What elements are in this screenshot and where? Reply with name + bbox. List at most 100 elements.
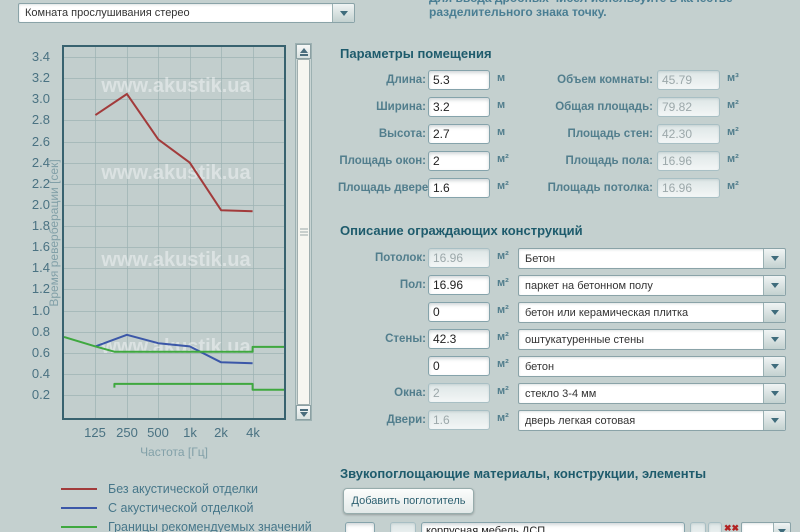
windows-material-select[interactable]: стекло 3-4 мм	[518, 383, 786, 404]
width-unit: м	[497, 99, 506, 111]
ceiling-area-label: Площадь потолка:	[547, 182, 653, 194]
scroll-down-icon	[299, 411, 308, 417]
room-type-select[interactable]: Комната прослушивания стерео	[18, 3, 355, 23]
windows-material-chevron-icon[interactable]	[763, 384, 785, 403]
floor-area-input	[657, 151, 720, 171]
chevron-down-icon[interactable]	[332, 4, 354, 22]
absorber-qty-input[interactable]	[345, 522, 375, 532]
y-axis-tick: 2.6	[31, 134, 50, 149]
ceiling-material-chevron-icon[interactable]	[763, 249, 785, 268]
floor-input[interactable]	[428, 275, 490, 295]
legend-label: С акустической отделкой	[108, 500, 254, 515]
floor-unit: м²	[497, 277, 509, 289]
doors-material-value: дверь легкая сотовая	[525, 414, 636, 427]
floor-extra-input[interactable]	[428, 302, 490, 322]
doors-input	[428, 410, 490, 430]
floor-extra-material-value: бетон или керамическая плитка	[525, 306, 689, 319]
y-axis-tick: 2.4	[31, 155, 50, 170]
floor-extra-material-chevron-icon[interactable]	[763, 303, 785, 322]
note-line-1: Для ввода дробных чисел используйте в ка…	[429, 0, 733, 5]
floor-extra-material-chevron-glyph	[770, 310, 779, 315]
series-line-2	[63, 335, 284, 353]
doors-material-select[interactable]: дверь легкая сотовая	[518, 410, 786, 431]
doors-unit: м²	[497, 412, 509, 424]
floor-material-select[interactable]: паркет на бетонном полу	[518, 275, 786, 296]
walls-extra-unit: м²	[497, 358, 509, 370]
windows-material-value: стекло 3-4 мм	[525, 387, 597, 400]
absorber-unit-chevron-icon[interactable]	[773, 523, 790, 532]
legend-item: Без акустической отделки	[61, 481, 312, 496]
walls-material-chevron-glyph	[770, 337, 779, 342]
total-area-label: Общая площадь:	[555, 101, 653, 113]
scroll-up-button[interactable]	[296, 44, 311, 59]
doors-material-chevron-icon[interactable]	[763, 411, 785, 430]
absorber-unit-select[interactable]	[741, 522, 791, 532]
watermark-text: www.akustik.ua	[100, 75, 251, 97]
add-absorber-button[interactable]: Добавить поглотитель	[343, 488, 474, 514]
scroll-down-button[interactable]	[296, 405, 311, 420]
watermark-text: www.akustik.ua	[100, 162, 251, 184]
doors-material-chevron-glyph	[770, 418, 779, 423]
series-line-0	[94, 93, 253, 213]
legend-label: Без акустической отделки	[108, 481, 259, 496]
floor-extra-material-select[interactable]: бетон или керамическая плитка	[518, 302, 786, 323]
doors-area-unit: м²	[497, 180, 509, 192]
walls-area-unit: м²	[727, 126, 739, 138]
floor-material-chevron-glyph	[770, 283, 779, 288]
ceiling-input	[428, 248, 490, 268]
width-input[interactable]	[428, 97, 490, 117]
remove-absorber-icon[interactable]: ✖✖	[724, 523, 740, 532]
scrollbar-thumb[interactable]	[297, 59, 310, 405]
absorber-count-field	[390, 522, 416, 532]
section-title-absorbers: Звукопоглощающие материалы, конструкции,…	[340, 466, 707, 481]
ceiling-material-select[interactable]: Бетон	[518, 248, 786, 269]
floor-material-chevron-icon[interactable]	[763, 276, 785, 295]
walls-input[interactable]	[428, 329, 490, 349]
x-axis-tick: 1k	[183, 425, 197, 440]
doors-area-label: Площадь дверей:	[338, 182, 440, 194]
absorber-material-box[interactable]: корпусная мебель ДСП	[421, 522, 685, 532]
absorber-material-text: корпусная мебель ДСП	[426, 525, 546, 532]
room-volume-unit: м³	[727, 72, 739, 84]
length-input[interactable]	[428, 70, 490, 90]
walls-extra-material-chevron-icon[interactable]	[763, 357, 785, 376]
windows-area-input[interactable]	[428, 151, 490, 171]
doors-area-input[interactable]	[428, 178, 490, 198]
chart-legend: Без акустической отделки С акустической о…	[61, 482, 312, 532]
legend-label: Границы рекомендуемых значений	[108, 519, 312, 532]
walls-area-input	[657, 124, 720, 144]
y-axis-tick: 2.2	[31, 176, 50, 191]
y-axis-tick: 1.4	[31, 260, 50, 275]
x-axis-tick: 4k	[246, 425, 260, 440]
chart-canvas: www.akustik.ua www.akustik.ua www.akustik.…	[63, 47, 284, 418]
walls-label: Стены:	[385, 333, 426, 345]
floor-area-unit: м²	[727, 153, 739, 165]
walls-material-chevron-icon[interactable]	[763, 330, 785, 349]
chart-scrollbar[interactable]	[295, 43, 312, 421]
room-type-select-value: Комната прослушивания стерео	[25, 7, 190, 19]
absorber-field-3	[690, 522, 706, 532]
y-axis-tick: 3.2	[31, 70, 50, 85]
x-axis-title: Частота [Гц]	[140, 445, 208, 459]
doors-label: Двери:	[386, 414, 426, 426]
y-axis-tick: 3.4	[31, 49, 50, 64]
watermark-text: www.akustik.ua	[100, 249, 251, 271]
section-title-constructions: Описание ограждающих конструкций	[340, 223, 583, 238]
chevron-down-glyph	[339, 10, 348, 16]
y-axis-tick: 0.8	[31, 324, 50, 339]
walls-extra-material-value: бетон	[525, 360, 555, 373]
series-line-1	[95, 333, 253, 365]
windows-material-chevron-glyph	[770, 391, 779, 396]
legend-line-swatch	[61, 487, 97, 490]
walls-material-select[interactable]: оштукатуренные стены	[518, 329, 786, 350]
room-volume-label: Объем комнаты:	[557, 74, 653, 86]
walls-extra-material-select[interactable]: бетон	[518, 356, 786, 377]
ceiling-area-input	[657, 178, 720, 198]
y-axis-tick: 0.6	[31, 345, 50, 360]
walls-extra-input[interactable]	[428, 356, 490, 376]
scrollbar-grip-icon	[299, 228, 308, 236]
total-area-input	[657, 97, 720, 117]
scroll-up-icon	[299, 47, 308, 53]
floor-extra-unit: м²	[497, 304, 509, 316]
height-input[interactable]	[428, 124, 490, 144]
